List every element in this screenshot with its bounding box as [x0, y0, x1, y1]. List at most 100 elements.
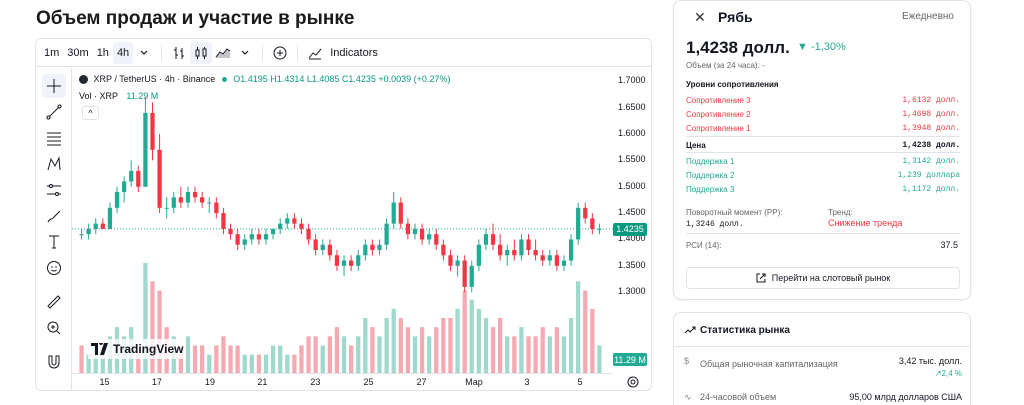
candle-body: [469, 265, 474, 287]
go-to-spot-label: Перейти на слотовый рынок: [771, 273, 891, 283]
volume-bar: [192, 345, 198, 373]
candle-body: [93, 223, 98, 229]
stat-label: 24-часовой объем: [700, 392, 777, 402]
close-icon[interactable]: ✕: [694, 9, 706, 25]
candle-body: [270, 228, 276, 235]
candle-body: [526, 239, 531, 250]
rsi-label: РСИ (14):: [686, 241, 722, 250]
support-label: Поддержка 2: [686, 171, 735, 180]
candle-body: [86, 228, 91, 235]
price-tick: 1.5500: [618, 154, 646, 165]
fib-retracement-icon[interactable]: [42, 126, 66, 150]
levels-divider: [686, 136, 960, 137]
price-tick: 1.6000: [618, 128, 646, 138]
volume-bar: [93, 345, 98, 373]
volume-bar: [242, 354, 247, 373]
volume-bar: [327, 336, 332, 373]
go-to-spot-button[interactable]: Перейти на слотовый рынок: [686, 267, 960, 289]
volume-bar: [228, 345, 233, 373]
candle-body: [299, 223, 304, 229]
trend-value: Снижение тренда: [828, 218, 903, 228]
time-tick: Мар: [465, 377, 483, 387]
price-tick: 1.6500: [618, 101, 646, 112]
volume-bar: [576, 281, 581, 373]
text-tool-icon[interactable]: [42, 230, 66, 254]
candle-body: [143, 112, 148, 187]
volume-bar: [100, 354, 105, 373]
bar-style-icon[interactable]: [168, 42, 190, 64]
volume-bar: [207, 354, 212, 373]
volume-bar: [157, 290, 162, 373]
volume-bar: [320, 345, 325, 373]
interval-dropdown-icon[interactable]: [133, 42, 155, 64]
resistance-label: Сопротивление 3: [686, 96, 751, 105]
candle-body: [263, 234, 269, 240]
style-dropdown-icon[interactable]: [234, 42, 256, 64]
candle-body: [476, 244, 481, 266]
chart-settings-icon[interactable]: [626, 375, 640, 389]
volume-bar: [568, 318, 574, 373]
crosshair-icon[interactable]: [42, 74, 66, 98]
volume-bar: [178, 345, 183, 373]
candle-body: [136, 170, 141, 187]
volume-bar: [79, 345, 84, 373]
volume-bar: [483, 318, 489, 373]
price-tick: 1.5000: [618, 180, 646, 191]
volume-bar: [200, 345, 205, 373]
price-scale[interactable]: 1.7000 1.6500 1.6000 1.5500 1.5000 1.4500 1.40…: [613, 68, 651, 373]
pattern-icon[interactable]: [42, 152, 66, 176]
candle-body: [313, 239, 318, 250]
price-tick: 1.3500: [618, 259, 646, 270]
legend-collapse-button[interactable]: ^: [82, 106, 99, 120]
volume-legend-value: 11.29 M: [126, 91, 159, 101]
toolbar-divider: [297, 44, 299, 61]
trend-line-icon[interactable]: [42, 100, 66, 124]
volume-bar: [306, 336, 311, 373]
indicators-icon[interactable]: [304, 42, 326, 64]
candle-body: [129, 170, 134, 182]
emoji-icon[interactable]: [42, 256, 66, 280]
interval-1m-button[interactable]: 1m: [44, 46, 60, 59]
time-tick: 23: [310, 377, 321, 387]
magnet-icon[interactable]: [42, 350, 66, 374]
time-scale[interactable]: 15 17 19 21 23 25 27 Мар 3 5: [72, 373, 613, 390]
time-tick: 17: [151, 377, 162, 387]
trend-label: Тренд:: [828, 208, 853, 217]
volume-bar: [597, 345, 602, 373]
candle-body: [306, 228, 311, 240]
market-stats-card: Статистика рынка $ Общая рыночная капита…: [673, 312, 971, 405]
candlestick-chart[interactable]: [72, 68, 613, 373]
zoom-icon[interactable]: [42, 316, 66, 340]
candle-body: [171, 197, 176, 208]
legend-symbol[interactable]: XRP / TetherUS · 4h · Binance: [93, 74, 216, 84]
candle-body: [249, 234, 254, 240]
volume-bar: [448, 318, 453, 373]
tradingview-logo[interactable]: TradingView: [88, 339, 187, 359]
stat-label: Общая рыночная капитализация: [700, 359, 838, 369]
candle-body: [192, 192, 198, 198]
indicators-button[interactable]: Indicators: [330, 46, 378, 59]
area-style-icon[interactable]: [212, 42, 234, 64]
tradingview-logo-icon: [91, 343, 108, 355]
interval-1h-button[interactable]: 1h: [96, 46, 109, 59]
volume-bar: [249, 354, 254, 373]
candle-body: [512, 250, 517, 256]
period-label[interactable]: Ежедневно: [901, 11, 954, 22]
compare-add-icon[interactable]: [269, 42, 291, 64]
interval-30m-button[interactable]: 30m: [67, 46, 89, 59]
ruler-icon[interactable]: [42, 290, 66, 314]
interval-4h-button[interactable]: 4h: [112, 41, 134, 64]
price-row-label: Цена: [686, 141, 706, 150]
brush-icon[interactable]: [42, 204, 66, 228]
candles-style-icon[interactable]: [190, 41, 213, 64]
prediction-icon[interactable]: [42, 178, 66, 202]
volume-bar: [278, 345, 283, 373]
candle-body: [533, 250, 538, 256]
candle-body: [405, 223, 411, 235]
volume-bar: [505, 336, 510, 373]
resistance-label: Сопротивление 2: [686, 110, 751, 119]
resistance-value: 1,6132 долл.: [902, 96, 960, 105]
volume-bar: [377, 336, 382, 373]
volume-bar: [405, 327, 411, 373]
candle-body: [583, 207, 588, 219]
